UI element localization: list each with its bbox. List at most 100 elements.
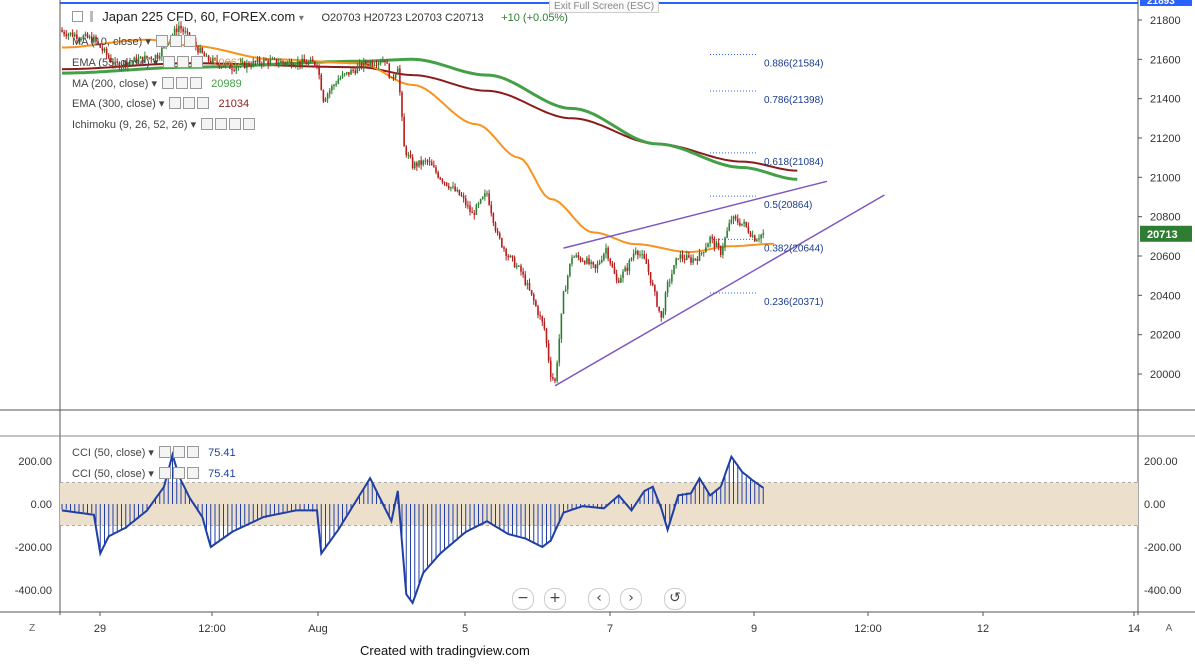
candle-body <box>214 58 216 60</box>
candle-body <box>532 294 535 301</box>
candle-body <box>258 58 261 64</box>
eye-icon[interactable] <box>159 467 172 479</box>
candle-body <box>641 254 643 256</box>
eye-icon[interactable] <box>169 97 182 109</box>
fib-level-label: 0.786(21398) <box>764 95 824 106</box>
candle-body <box>263 59 265 65</box>
candle-body <box>86 33 89 38</box>
candle-body <box>180 25 182 29</box>
candle-body <box>435 167 437 173</box>
top-price-tag <box>1140 0 1192 6</box>
candle-body <box>233 70 235 72</box>
candle-body <box>129 62 131 64</box>
candle-body <box>292 66 295 68</box>
candle-body <box>518 265 520 267</box>
chevron-down-icon[interactable]: ▾ <box>151 78 158 90</box>
legend-cci-2[interactable]: CCI (50, close) ▾ 75.41 <box>72 467 236 480</box>
candle-body <box>573 256 575 258</box>
zoom-in-button[interactable]: + <box>544 588 566 610</box>
scroll-right-button[interactable]: › <box>620 588 642 610</box>
close-icon[interactable] <box>243 118 256 130</box>
candle-body <box>681 254 684 259</box>
fib-level-label: 0.618(21084) <box>764 157 824 168</box>
candle-body <box>365 61 367 64</box>
gear-icon[interactable] <box>177 56 190 68</box>
candle-body <box>139 56 142 59</box>
braces-icon[interactable] <box>229 118 242 130</box>
candle-body <box>360 63 363 68</box>
close-icon[interactable] <box>190 77 203 89</box>
close-icon[interactable] <box>187 446 200 458</box>
close-icon[interactable] <box>191 56 204 68</box>
chevron-down-icon[interactable]: ▾ <box>190 119 197 131</box>
legend-ema300[interactable]: EMA (300, close) ▾ 21034 <box>72 97 249 110</box>
candle-body <box>624 267 626 272</box>
candle-body <box>484 193 486 197</box>
close-icon[interactable] <box>187 467 200 479</box>
candle-body <box>685 255 688 260</box>
candle-body <box>719 246 722 255</box>
candle-body <box>152 58 155 60</box>
legend-ema55[interactable]: EMA (55, close) ▾ 20662 <box>72 56 243 69</box>
symbol-name[interactable]: Japan 225 CFD <box>102 9 194 24</box>
candle-body <box>664 292 667 312</box>
candle-body <box>450 187 452 189</box>
eye-icon[interactable] <box>159 446 172 458</box>
reset-chart-button[interactable]: ↺ <box>664 588 686 610</box>
scroll-left-button[interactable]: ‹ <box>588 588 610 610</box>
close-icon[interactable] <box>183 35 196 47</box>
candle-body <box>409 154 412 158</box>
candle-body <box>596 264 599 269</box>
fib-levels: 0.886(21584) 0.786(21398) 0.618(21084) 0.5(… <box>710 53 824 308</box>
candle-body <box>749 232 752 237</box>
candle-body <box>543 321 546 329</box>
price-tick-label: 21800 <box>1150 15 1181 27</box>
candle-body <box>424 160 427 162</box>
gear-icon[interactable] <box>176 77 189 89</box>
legend-cci-1[interactable]: CCI (50, close) ▾ 75.41 <box>72 446 236 459</box>
candle-body <box>571 257 573 264</box>
gear-icon[interactable] <box>183 97 196 109</box>
chevron-down-icon[interactable]: ▾ <box>152 57 159 69</box>
candle-body <box>386 62 388 64</box>
legend-ichimoku[interactable]: Ichimoku (9, 26, 52, 26) ▾ <box>72 118 256 131</box>
candle-body <box>182 28 184 32</box>
eye-icon[interactable] <box>155 35 168 47</box>
candle-body <box>522 271 524 275</box>
legend-value: 20989 <box>211 78 242 90</box>
candle-body <box>688 255 690 258</box>
source-menu-icon[interactable]: ▾ <box>298 13 304 24</box>
candle-body <box>337 79 340 84</box>
eye-icon[interactable] <box>163 56 176 68</box>
collapse-icon[interactable] <box>72 11 83 22</box>
candle-body <box>407 154 410 156</box>
candle-body <box>384 60 386 63</box>
fib-level-label: 0.886(21584) <box>764 58 824 69</box>
chevron-down-icon[interactable]: ▾ <box>158 98 165 110</box>
zoom-out-button[interactable]: − <box>512 588 534 610</box>
gear-icon[interactable] <box>173 446 186 458</box>
chevron-down-icon[interactable]: ▾ <box>148 447 154 459</box>
chevron-down-icon[interactable]: ▾ <box>148 468 154 480</box>
legend-ma200[interactable]: MA (200, close) ▾ 20989 <box>72 77 242 90</box>
candle-body <box>594 264 597 269</box>
eye-icon[interactable] <box>201 118 214 130</box>
exit-fullscreen-button[interactable]: Exit Full Screen (ESC) <box>549 1 660 13</box>
candle-body <box>728 223 731 231</box>
gear-icon[interactable] <box>173 467 186 479</box>
symbol-interval[interactable]: 60 <box>200 9 216 24</box>
gear-icon[interactable] <box>169 35 182 47</box>
legend-ma10[interactable]: MA (10, close) ▾ <box>72 35 202 48</box>
gear-icon[interactable] <box>215 118 228 130</box>
candle-body <box>762 233 765 235</box>
auto-scale-button[interactable]: A <box>1165 623 1173 634</box>
candle-body <box>709 236 711 244</box>
chevron-down-icon[interactable]: ▾ <box>145 36 151 48</box>
price-tick-label: 21000 <box>1150 172 1181 184</box>
candle-body <box>747 226 750 233</box>
eye-icon[interactable] <box>162 77 175 89</box>
candle-body <box>626 267 629 271</box>
candle-body <box>560 313 563 339</box>
close-icon[interactable] <box>197 97 210 109</box>
zoom-toggle-button[interactable]: Z <box>28 623 36 634</box>
